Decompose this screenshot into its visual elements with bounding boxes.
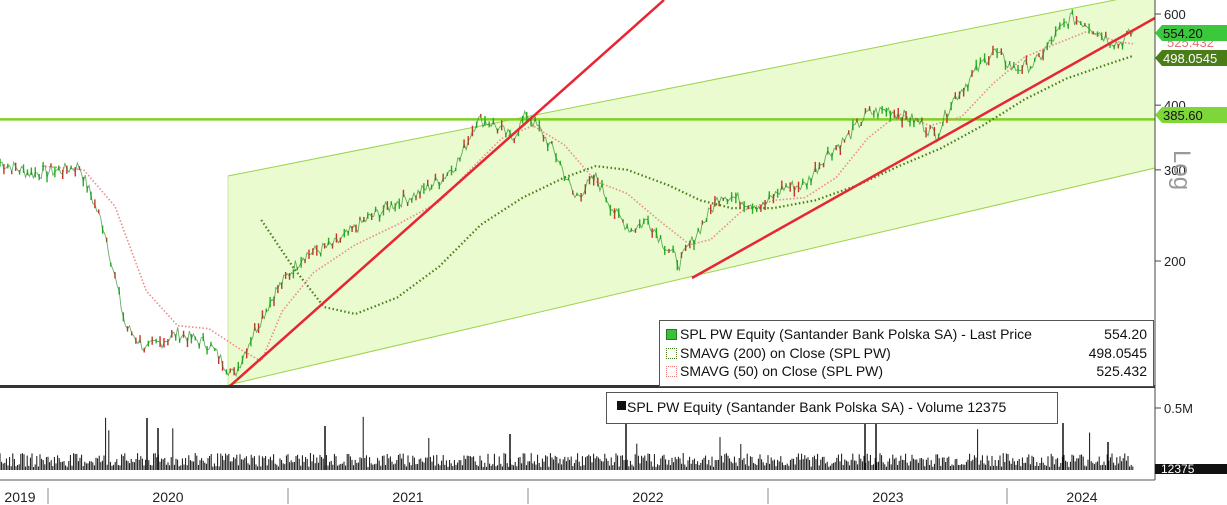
legend-swatch-sma200 — [666, 348, 677, 359]
value-tag-text: 498.0545 — [1163, 51, 1217, 66]
trendline-support — [691, 16, 1156, 280]
volume-value-tag — [1155, 464, 1227, 474]
legend-swatch-sma50 — [666, 366, 677, 377]
x-tick-label: 2022 — [632, 489, 663, 505]
legend-label-sma50: SMAVG (50) on Close (SPL PW) — [680, 363, 884, 379]
legend-value-price: 554.20 — [1104, 326, 1147, 342]
legend-row-price: SPL PW Equity (Santander Bank Polska SA)… — [660, 326, 1147, 343]
legend-label-volume: SPL PW Equity (Santander Bank Polska SA)… — [627, 399, 1007, 415]
channel-upper-line — [227, 0, 1118, 177]
x-tick-label: 2024 — [1066, 489, 1097, 505]
value-tag — [1155, 50, 1227, 66]
y-tick-label: 600 — [1164, 7, 1186, 22]
y-axis-label: Log — [1168, 150, 1195, 191]
value-tag — [1155, 107, 1227, 123]
x-tick-label: 2021 — [392, 489, 423, 505]
volume-value-tag-text: 12375 — [1161, 462, 1195, 476]
legend-row-sma200: SMAVG (200) on Close (SPL PW) 498.0545 — [660, 345, 1147, 362]
price-panel — [0, 0, 1156, 387]
x-tick-label: 2020 — [152, 489, 183, 505]
legend-swatch-volume — [617, 401, 626, 410]
volume-legend: SPL PW Equity (Santander Bank Polska SA)… — [606, 392, 1058, 424]
x-tick-label: 2023 — [872, 489, 903, 505]
legend-swatch-price — [666, 329, 677, 340]
legend-label-sma200: SMAVG (200) on Close (SPL PW) — [680, 345, 891, 361]
sma200-line — [260, 54, 1134, 316]
price-line — [0, 11, 1134, 378]
y-tick-label: 300 — [1164, 163, 1186, 178]
legend-value-sma200: 498.0545 — [1088, 345, 1147, 361]
value-tag-text: 385.60 — [1163, 108, 1203, 123]
channel-fill — [228, 0, 1155, 385]
value-tag — [1155, 25, 1227, 41]
legend-label-price: SPL PW Equity (Santander Bank Polska SA)… — [680, 326, 1032, 342]
vol-tick-label: 0.5M — [1164, 401, 1193, 416]
x-tick-label: 2019 — [4, 489, 35, 505]
legend-value-sma50: 525.432 — [1096, 363, 1147, 379]
legend-row-sma50: SMAVG (50) on Close (SPL PW) 525.432 — [660, 363, 1147, 380]
trendline-steep — [229, 0, 665, 387]
price-legend: SPL PW Equity (Santander Bank Polska SA)… — [659, 320, 1154, 387]
volume-panel — [0, 416, 1134, 470]
panel-divider — [0, 385, 1155, 388]
y-tick-label: 200 — [1164, 254, 1186, 269]
value-tag-text: 554.20 — [1163, 26, 1203, 41]
channel-lower-line — [227, 167, 1156, 386]
